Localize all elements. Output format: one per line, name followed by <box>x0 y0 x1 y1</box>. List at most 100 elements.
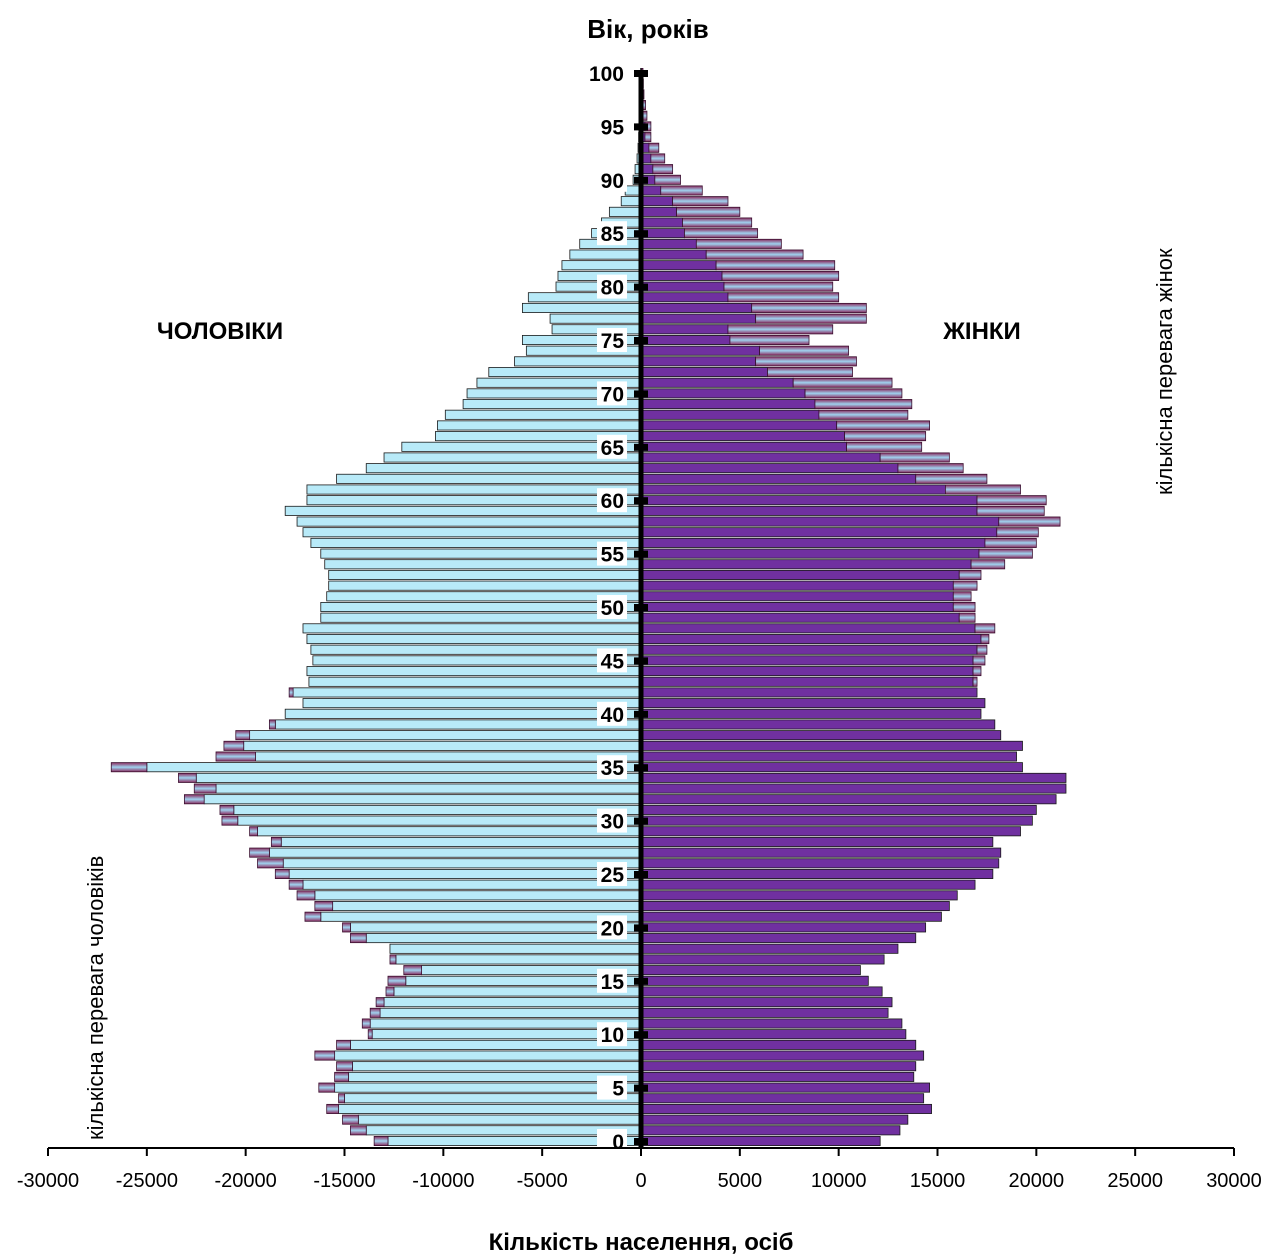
male-bar-age-87 <box>608 206 642 217</box>
age-tick-label-30: 30 <box>601 811 624 834</box>
female-bar-age-11 <box>640 1018 903 1029</box>
male-bar-age-55 <box>320 548 642 559</box>
male-excess-bar-age-27 <box>249 847 270 858</box>
female-bar-age-55 <box>640 548 980 559</box>
male-label: ЧОЛОВІКИ <box>157 318 283 345</box>
male-bar-age-40 <box>284 708 642 719</box>
male-excess-bar-age-36 <box>215 751 256 762</box>
female-bar-age-59 <box>640 505 978 516</box>
female-bar-age-40 <box>640 708 982 719</box>
female-bar-age-27 <box>640 847 1002 858</box>
female-bar-age-50 <box>640 602 954 613</box>
x-tick-label-0: 0 <box>635 1170 646 1192</box>
female-bar-age-42 <box>640 687 978 698</box>
female-excess-bar-age-96 <box>642 110 648 121</box>
male-bar-age-32 <box>203 794 642 805</box>
age-tick-label-65: 65 <box>601 437 625 460</box>
male-excess-bar-age-4 <box>338 1093 345 1104</box>
age-tick-45 <box>634 657 648 665</box>
male-excess-bar-age-3 <box>326 1103 339 1114</box>
male-bar-age-35 <box>146 762 642 773</box>
age-label-bg-85 <box>597 221 627 246</box>
age-tick-label-60: 60 <box>601 490 624 513</box>
female-excess-bar-age-44 <box>972 666 982 677</box>
x-tick-label--15000: -15000 <box>313 1170 375 1192</box>
male-bar-age-61 <box>306 484 642 495</box>
age-tick-label-35: 35 <box>601 757 625 780</box>
male-excess-bar-age-22 <box>314 901 334 912</box>
male-bar-age-30 <box>237 815 642 826</box>
female-bar-age-54 <box>640 559 972 570</box>
male-excess-bar-age-21 <box>304 911 322 922</box>
female-bar-age-12 <box>640 1007 889 1018</box>
female-bar-age-13 <box>640 997 893 1008</box>
age-label-bg-25 <box>597 862 627 886</box>
age-tick-label-70: 70 <box>601 383 624 406</box>
age-tick-15 <box>634 977 648 985</box>
female-bar-age-70 <box>640 388 806 399</box>
female-bar-age-67 <box>640 420 838 431</box>
female-excess-bar-age-76 <box>727 324 834 335</box>
female-excess-bar-age-56 <box>984 537 1037 548</box>
female-bar-age-10 <box>640 1029 907 1040</box>
age-label-bg-15 <box>597 968 627 993</box>
female-excess-bar-age-84 <box>695 238 782 249</box>
age-tick-5 <box>634 1084 648 1092</box>
male-bar-age-51 <box>326 591 642 602</box>
female-excess-bar-age-69 <box>814 399 913 410</box>
male-excess-bar-age-10 <box>367 1029 373 1040</box>
female-bar-age-2 <box>640 1114 909 1125</box>
male-excess-bar-age-28 <box>270 836 282 847</box>
male-excess-bar-age-16 <box>403 965 422 976</box>
male-bar-age-36 <box>255 751 642 762</box>
female-excess-bar-age-67 <box>836 420 930 431</box>
male-bar-age-17 <box>395 954 642 965</box>
female-bar-age-4 <box>640 1093 925 1104</box>
male-bar-age-50 <box>320 602 642 613</box>
age-tick-label-50: 50 <box>601 597 624 620</box>
male-excess-bar-age-11 <box>361 1018 371 1029</box>
age-label-bg-90 <box>597 167 627 192</box>
male-excess-bar-age-37 <box>223 740 245 751</box>
female-excess-bar-age-54 <box>970 559 1006 570</box>
age-label-bg-100 <box>597 61 627 85</box>
female-excess-bar-age-43 <box>972 676 978 687</box>
female-excess-bar-age-90 <box>654 174 681 185</box>
age-tick-label-20: 20 <box>601 917 624 940</box>
female-bar-age-38 <box>640 730 1002 741</box>
female-excess-bar-age-79 <box>727 292 840 303</box>
male-bar-age-38 <box>249 730 642 741</box>
male-excess-bar-age-29 <box>249 826 258 837</box>
age-label-bg-35 <box>597 755 627 780</box>
age-tick-label-75: 75 <box>601 330 625 353</box>
age-tick-label-95: 95 <box>601 116 625 139</box>
female-bar-age-81 <box>640 270 723 281</box>
female-bar-age-71 <box>640 377 794 388</box>
female-bar-age-80 <box>640 281 725 292</box>
female-excess-bar-age-89 <box>660 185 703 196</box>
female-bar-age-77 <box>640 313 757 324</box>
male-bar-age-26 <box>282 858 642 869</box>
x-tick-label--25000: -25000 <box>116 1170 178 1192</box>
male-bar-age-43 <box>308 676 642 687</box>
female-bar-age-14 <box>640 986 883 997</box>
female-excess-bar-age-86 <box>682 217 753 228</box>
female-bar-age-8 <box>640 1050 925 1061</box>
female-excess-bar-age-94 <box>644 132 652 143</box>
female-bar-age-26 <box>640 858 1000 869</box>
female-excess-bar-age-62 <box>915 473 988 484</box>
male-excess-bar-age-35 <box>110 762 148 773</box>
male-bar-age-13 <box>383 997 642 1008</box>
male-bar-age-7 <box>352 1061 642 1072</box>
female-excess-note: кількісна перевага жінок <box>1152 248 1177 495</box>
female-excess-bar-age-77 <box>755 313 867 324</box>
female-excess-bar-age-92 <box>650 153 666 164</box>
female-bar-age-76 <box>640 324 729 335</box>
female-bar-age-68 <box>640 409 820 420</box>
male-bar-age-82 <box>561 260 642 271</box>
female-bar-age-51 <box>640 591 954 602</box>
male-bar-age-28 <box>280 836 642 847</box>
x-axis: -30000 -25000 -20000 -15000 -10000 -5000 0 5000… <box>17 1147 1262 1192</box>
age-tick-10 <box>634 1031 648 1039</box>
